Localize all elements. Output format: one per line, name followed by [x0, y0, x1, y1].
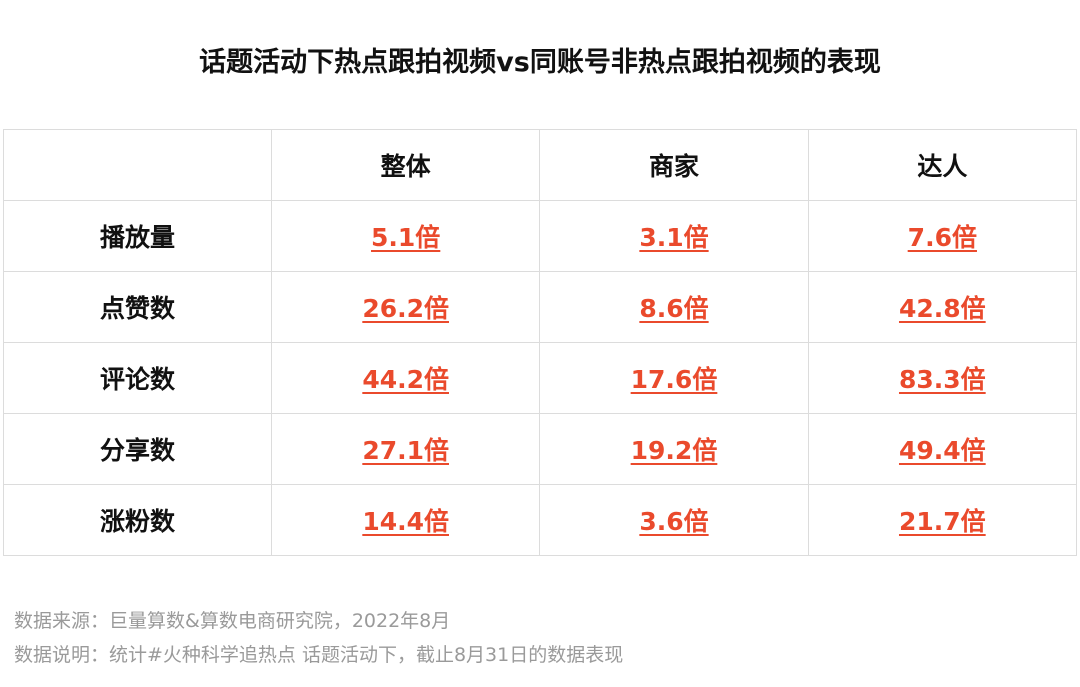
value-cell: 3.6倍 [539, 484, 809, 556]
value-cell: 8.6倍 [539, 271, 809, 343]
table-row: 播放量 5.1倍 3.1倍 7.6倍 [3, 200, 1078, 272]
value-cell: 14.4倍 [270, 484, 541, 556]
value-cell: 44.2倍 [270, 342, 541, 414]
source-note: 数据来源：巨量算数&算数电商研究院，2022年8月 [14, 610, 451, 632]
header-row: 整体 商家 达人 [3, 129, 1078, 201]
table-row: 点赞数 26.2倍 8.6倍 42.8倍 [3, 271, 1078, 343]
column-header: 整体 [270, 129, 541, 201]
row-label: 评论数 [3, 342, 272, 414]
table-row: 涨粉数 14.4倍 3.6倍 21.7倍 [3, 484, 1078, 556]
column-header: 达人 [807, 129, 1078, 201]
table-row: 评论数 44.2倍 17.6倍 83.3倍 [3, 342, 1078, 414]
table-row: 分享数 27.1倍 19.2倍 49.4倍 [3, 413, 1078, 485]
value-cell: 42.8倍 [807, 271, 1078, 343]
row-label: 分享数 [3, 413, 272, 485]
value-cell: 21.7倍 [807, 484, 1078, 556]
value-cell: 7.6倍 [807, 200, 1078, 272]
value-cell: 3.1倍 [539, 200, 809, 272]
corner-cell [3, 129, 272, 201]
value-cell: 5.1倍 [270, 200, 541, 272]
row-label: 点赞数 [3, 271, 272, 343]
value-cell: 26.2倍 [270, 271, 541, 343]
value-cell: 49.4倍 [807, 413, 1078, 485]
description-note: 数据说明：统计#火种科学追热点 话题活动下，截止8月31日的数据表现 [14, 644, 624, 666]
data-table: 整体 商家 达人 播放量 5.1倍 3.1倍 7.6倍 点赞数 26.2倍 8.6倍 42.8倍 评论… [3, 129, 1078, 556]
row-label: 涨粉数 [3, 484, 272, 556]
value-cell: 19.2倍 [539, 413, 809, 485]
row-label: 播放量 [3, 200, 272, 272]
column-header: 商家 [539, 129, 809, 201]
title: 话题活动下热点跟拍视频vs同账号非热点跟拍视频的表现 [199, 47, 881, 78]
value-cell: 83.3倍 [807, 342, 1078, 414]
value-cell: 17.6倍 [539, 342, 809, 414]
value-cell: 27.1倍 [270, 413, 541, 485]
